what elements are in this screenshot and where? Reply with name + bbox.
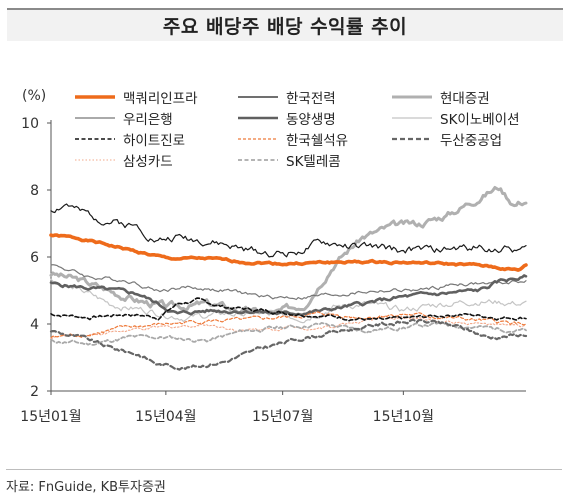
legend-swatch (238, 96, 278, 98)
series-line (49, 186, 528, 316)
series-line (50, 311, 527, 339)
legend-item: 우리은행 (73, 109, 173, 128)
legend-swatch (75, 138, 115, 140)
source-divider (6, 469, 562, 470)
y-tick-label: 10 (21, 116, 39, 132)
legend-swatch (392, 117, 432, 119)
legend-label: 삼성카드 (123, 154, 173, 170)
y-axis-unit: (%) (22, 88, 47, 104)
legend-label: 하이트진로 (123, 133, 186, 149)
legend-label: 맥쿼리인프라 (123, 91, 198, 107)
y-tick-label: 2 (30, 384, 39, 400)
legend-item: 하이트진로 (73, 130, 186, 149)
series-line (50, 203, 527, 258)
series-line (50, 278, 527, 324)
legend-item: 현대증권 (390, 88, 490, 107)
legend-swatch (75, 159, 115, 161)
legend-swatch (392, 95, 432, 99)
series-line (50, 297, 527, 322)
legend-label: 동양생명 (286, 112, 336, 128)
legend-item: SK이노베이션 (390, 109, 520, 128)
legend-label: 한국쉘석유 (286, 133, 349, 149)
source-note: 자료: FnGuide, KB투자증권 (6, 480, 166, 495)
legend-label: SK이노베이션 (440, 112, 520, 128)
legend-item: SK텔레콤 (236, 151, 341, 170)
y-tick-label: 8 (30, 183, 39, 199)
chart-title-box: 주요 배당주 배당 수익률 추이 (7, 8, 563, 41)
legend-item: 한국전력 (236, 88, 336, 107)
legend-item: 두산중공업 (390, 130, 503, 149)
legend-swatch (238, 159, 278, 161)
series-line (49, 274, 528, 317)
x-tick-label: 15년01월 (20, 409, 81, 425)
legend-swatch (75, 117, 115, 119)
legend-item: 한국쉘석유 (236, 130, 349, 149)
legend-item: 동양생명 (236, 109, 336, 128)
series-line (50, 264, 527, 301)
series-line (49, 318, 528, 371)
y-tick-label: 4 (30, 317, 39, 333)
x-tick-label: 15년10월 (373, 409, 434, 425)
legend-label: 현대증권 (440, 91, 490, 107)
legend-label: 두산중공업 (440, 133, 503, 149)
legend-item: 삼성카드 (73, 151, 173, 170)
y-tick-label: 6 (30, 250, 39, 266)
chart-title: 주요 배당주 배당 수익률 추이 (162, 16, 408, 38)
legend-swatch (238, 138, 278, 140)
x-tick-label: 15년04월 (135, 409, 196, 425)
legend-swatch (392, 137, 432, 141)
legend-label: 한국전력 (286, 91, 336, 107)
legend-swatch (75, 95, 115, 99)
series-line (49, 233, 528, 272)
legend-label: SK텔레콤 (286, 154, 341, 170)
legend-label: 우리은행 (123, 112, 173, 128)
legend-item: 맥쿼리인프라 (73, 88, 198, 107)
x-tick-label: 15년07월 (252, 409, 313, 425)
legend-swatch (238, 116, 278, 120)
